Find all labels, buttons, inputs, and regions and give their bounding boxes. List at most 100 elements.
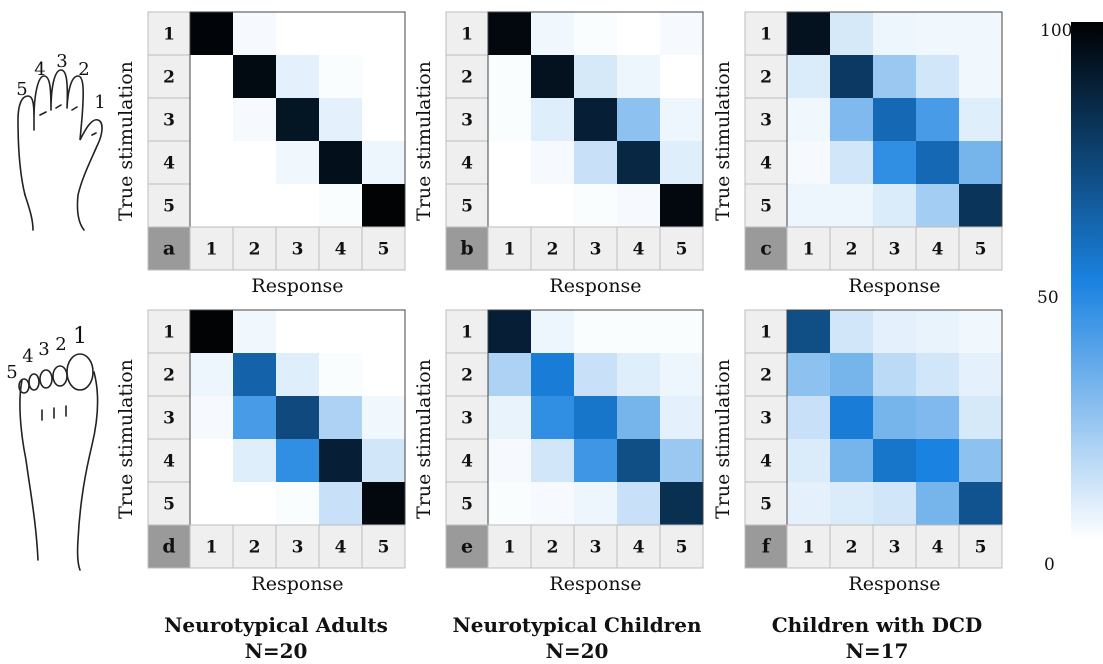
row-label-cell: [744, 438, 788, 483]
panel-label-cell: [147, 524, 191, 569]
heatmap-panel-f: 1 2 3 4 5 f 1 2 3 4 5 Response True stimulation: [712, 309, 1003, 595]
heatmap-cell: [488, 98, 531, 141]
y-axis-label: True stimulation: [413, 61, 435, 221]
panel-label-cell: [147, 226, 191, 271]
heatmap-cell: [873, 98, 916, 141]
heatmap-cell: [959, 310, 1002, 353]
heatmap-cell: [787, 353, 830, 396]
row-tick-label: 1: [760, 25, 772, 45]
foot-digit-label: 2: [55, 334, 66, 355]
row-label-cell: [147, 395, 191, 440]
heatmap-cell: [660, 396, 703, 439]
heatmap-cell: [233, 353, 276, 396]
heatmap-cell: [787, 98, 830, 141]
column-label-cell: [318, 226, 363, 271]
heatmap-cell: [319, 353, 362, 396]
foot-digit-label: 5: [6, 362, 17, 383]
y-axis-label: True stimulation: [413, 359, 435, 519]
heatmap-cell: [276, 184, 319, 227]
heatmap-cell: [617, 12, 660, 55]
row-tick-label: 3: [163, 111, 175, 131]
heatmap-cell: [617, 55, 660, 98]
column-tick-label: 2: [249, 538, 261, 558]
foot-digit-label: 1: [73, 324, 87, 349]
colorbar-mid-label: 50: [1037, 288, 1059, 308]
heatmap-cell: [276, 141, 319, 184]
heatmap-cell: [233, 310, 276, 353]
column-label-cell: [872, 524, 917, 569]
row-tick-label: 4: [163, 452, 175, 472]
heatmap-cell: [190, 141, 233, 184]
heatmap-cell: [617, 482, 660, 525]
heatmap-cell: [617, 98, 660, 141]
heatmap-cell: [916, 12, 959, 55]
y-axis-label: True stimulation: [115, 359, 137, 519]
row-tick-label: 4: [760, 452, 772, 472]
column-tick-label: 2: [547, 538, 559, 558]
row-tick-label: 5: [163, 495, 175, 515]
panel-label-cell: [445, 524, 489, 569]
column-tick-label: 4: [633, 538, 645, 558]
column-label-cell: [616, 226, 661, 271]
row-label-cell: [744, 140, 788, 185]
row-tick-label: 2: [163, 366, 175, 386]
heatmap-cell: [574, 353, 617, 396]
heatmap-cell: [319, 98, 362, 141]
heatmap-cell: [276, 310, 319, 353]
row-tick-label: 5: [163, 197, 175, 217]
row-tick-label: 5: [760, 197, 772, 217]
heatmap-cell: [190, 98, 233, 141]
heatmap-cell: [362, 141, 405, 184]
column-tick-label: 5: [378, 240, 390, 260]
column-label-cell: [361, 524, 406, 569]
heatmap-cell: [873, 396, 916, 439]
heatmap-cell: [362, 482, 405, 525]
heatmap-cell: [276, 396, 319, 439]
heatmap-cell: [488, 12, 531, 55]
heatmap-cell: [873, 141, 916, 184]
row-tick-label: 4: [461, 452, 473, 472]
heatmap-cell: [276, 98, 319, 141]
group-name: Neurotypical Adults: [164, 613, 388, 637]
heatmap-cell: [873, 184, 916, 227]
heatmap-cell: [276, 482, 319, 525]
column-tick-label: 2: [249, 240, 261, 260]
heatmap-cell: [319, 184, 362, 227]
group-sample-size: N=17: [845, 639, 909, 663]
row-tick-label: 4: [760, 154, 772, 174]
row-tick-label: 2: [461, 366, 473, 386]
heatmap-cell: [574, 482, 617, 525]
heatmap-cell: [276, 12, 319, 55]
heatmap-cell: [830, 396, 873, 439]
heatmap-cell: [276, 353, 319, 396]
heatmap-cell: [276, 55, 319, 98]
heatmap-panel-e: 1 2 3 4 5 e 1 2 3 4 5 Response True stimulation: [413, 309, 704, 595]
hand-digit-label: 3: [56, 51, 67, 72]
panel-letter: c: [760, 238, 772, 260]
heatmap-cell: [916, 98, 959, 141]
column-label-cell: [659, 226, 704, 271]
heatmap-cell: [787, 184, 830, 227]
heatmap-cell: [959, 98, 1002, 141]
group-name: Children with DCD: [771, 613, 983, 637]
heatmap-cell: [362, 184, 405, 227]
hand-icon: [17, 69, 103, 231]
column-tick-label: 1: [504, 240, 516, 260]
heatmap-cell: [488, 353, 531, 396]
hand-digit-label: 5: [16, 79, 27, 100]
group-title-1: Neurotypical Adults N=20: [126, 612, 426, 664]
row-tick-label: 3: [461, 111, 473, 131]
heatmap-cell: [660, 353, 703, 396]
heatmap-cell: [916, 396, 959, 439]
heatmap-cell: [531, 141, 574, 184]
x-axis-label: Response: [251, 275, 343, 297]
heatmap-cell: [873, 55, 916, 98]
heatmap-cell: [190, 396, 233, 439]
heatmap-cell: [959, 353, 1002, 396]
row-tick-label: 2: [760, 68, 772, 88]
heatmap-cell: [190, 482, 233, 525]
heatmap-panel-a: 1 2 3 4 5 a 1 2 3 4 5 Response True stimulation: [115, 11, 406, 297]
heatmap-cell: [959, 482, 1002, 525]
hand-digit-label: 1: [94, 92, 105, 113]
